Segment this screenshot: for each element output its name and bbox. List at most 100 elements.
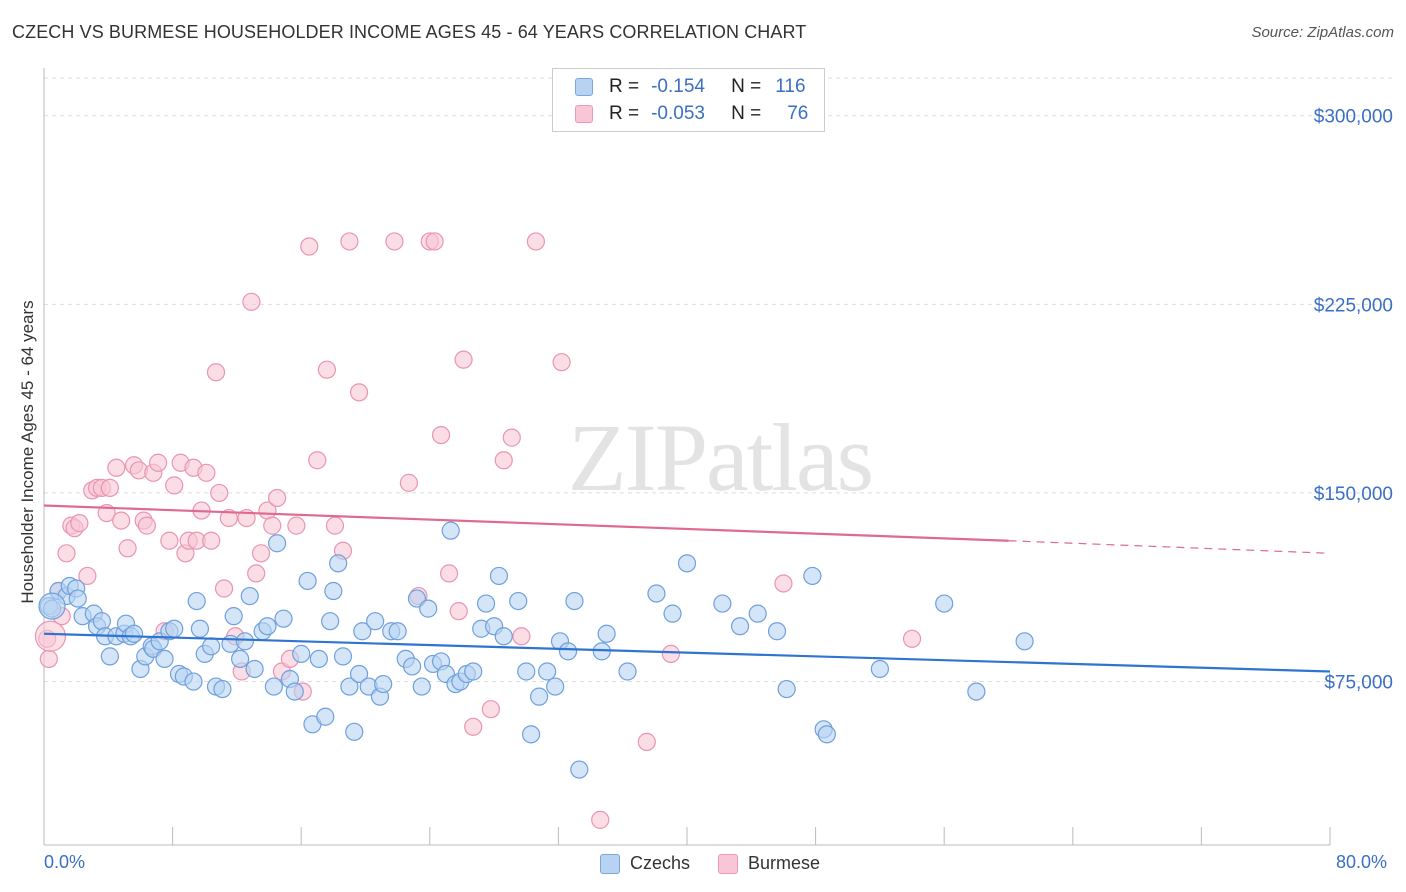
czech-point [333,647,353,666]
czech-point [464,662,483,681]
czech-point [190,619,210,638]
burmese-point [340,232,359,251]
watermark: ZIPatlas [568,404,872,511]
burmese-point [263,516,282,535]
czech-n-label: N = [731,76,762,97]
burmese-point [39,649,58,669]
czech-point [546,677,565,696]
burmese-point [425,232,444,251]
czech-point [345,722,364,741]
czech-point [388,622,407,641]
czech-point [412,677,431,696]
y-tick-labels: $75,000 $150,000 $225,000 $300,000 [1314,107,1393,694]
y-axis-label: Householder Income Ages 45 - 64 years [18,300,37,604]
czech-point [570,760,589,779]
czech-point [677,554,697,573]
czech-point [509,591,528,611]
burmese-point [202,531,221,550]
burmese-label: Burmese [748,853,821,873]
burmese-point [502,428,521,447]
czech-point [597,624,616,643]
x-min-label: 0.0% [44,852,86,872]
burmese-point [137,516,156,535]
burmese-point [637,732,656,751]
czech-point [494,627,513,646]
burmese-point [481,700,500,719]
czech-point [100,647,120,666]
source-label: Source: ZipAtlas.com [1251,24,1394,41]
czech-point [329,554,348,573]
burmese-point [902,629,922,648]
czech-point [165,619,184,638]
czech-point [870,659,890,679]
czech-point [967,682,986,701]
czech-swatch [575,78,593,96]
czech-point [366,612,385,631]
trend-lines [43,504,1331,673]
legend-item-burmese: Burmese [718,853,820,874]
czech-point [38,592,66,620]
burmese-point [308,451,327,470]
burmese-point [219,508,238,528]
czech-point [267,534,287,553]
czechs-swatch [600,853,620,874]
czech-trend-line [43,632,1331,673]
czech-point [224,607,243,626]
burmese-point [100,478,120,498]
czech-point [316,707,335,726]
burmese-point [552,353,571,372]
burmese-point [214,579,234,598]
burmese-point [112,511,131,530]
burmese-swatch [575,105,593,123]
czech-point [374,674,393,694]
burmese-point [399,473,419,492]
czech-n-value: 116 [775,76,806,97]
burmese-point [57,544,76,563]
czech-point [517,662,536,681]
burmese-point [107,458,126,477]
y-tick-label: $75,000 [1324,673,1393,694]
czech-point [935,594,954,613]
axes [43,68,1331,846]
burmese-point [70,514,89,533]
czech-r-value: -0.154 [651,76,705,97]
burmese-trend-extension [1008,540,1331,554]
czech-point [618,662,637,681]
burmese-point [464,717,483,736]
burmese-point [197,463,216,482]
czech-point [202,637,221,656]
burmese-point [317,360,337,379]
burmese-point [774,574,793,593]
legend-item-czechs: Czechs [600,853,690,874]
burmese-point [34,620,67,652]
burmese-point [160,531,179,550]
czech-point [489,566,509,586]
czech-point [92,612,111,631]
czech-point [565,591,584,611]
czech-point [68,589,87,608]
czech-point [264,677,283,696]
czech-point [713,594,732,613]
czech-point [558,642,578,661]
czech-point [285,682,304,701]
burmese-legend-swatch [718,853,739,874]
burmese-point [325,516,345,535]
burmese-point [78,566,97,586]
burmese-n-label: N = [731,103,762,124]
czech-point [309,649,328,669]
czech-point [298,571,317,591]
legend-row-czech: R = -0.154 N = 116 [575,75,806,99]
czech-point [538,662,557,681]
czech-point [476,594,496,613]
burmese-point [349,383,369,402]
czech-point [235,632,255,651]
czech-point [767,622,787,641]
czech-point [817,725,836,744]
czech-point [292,644,311,663]
czechs-label: Czechs [630,853,691,873]
czech-point [324,581,343,601]
czech-point [1015,632,1034,651]
burmese-point [300,237,319,256]
y-tick-label: $150,000 [1314,484,1393,505]
